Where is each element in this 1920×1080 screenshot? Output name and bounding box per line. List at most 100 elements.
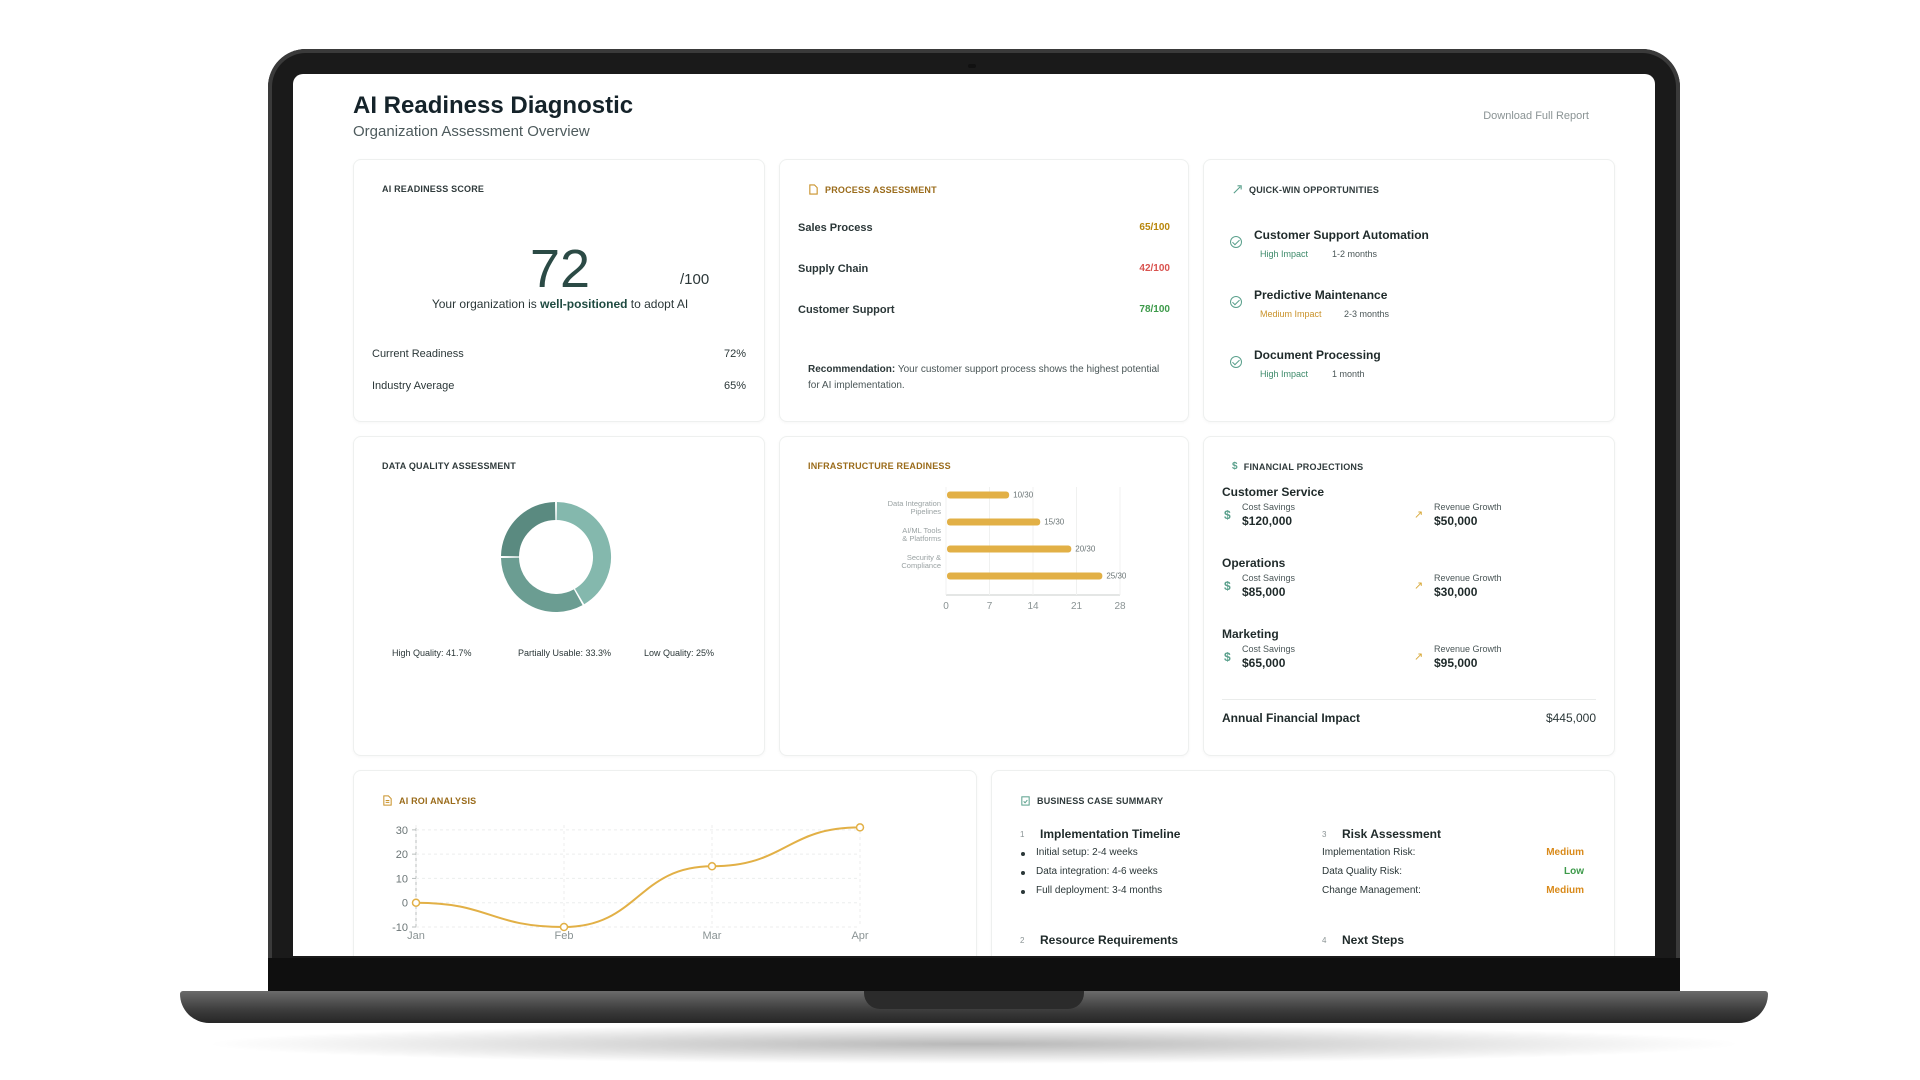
x-tick-label: 14 <box>1027 601 1039 612</box>
download-report-link[interactable]: Download Full Report <box>1483 110 1589 122</box>
laptop-shadow <box>200 1024 1748 1064</box>
data-quality-label: DATA QUALITY ASSESSMENT <box>382 461 516 471</box>
quickwin-time: 1-2 months <box>1332 249 1378 259</box>
donut-slice-high-quality <box>556 502 611 605</box>
rocket-icon <box>1233 185 1242 194</box>
cost-savings-label: Cost Savings <box>1242 502 1296 512</box>
trending-up-icon: ↗ <box>1414 509 1424 521</box>
trending-up-icon: ↗ <box>1414 580 1424 592</box>
bar-data-label: 20/30 <box>1075 545 1096 554</box>
quickwin-title: Predictive Maintenance <box>1254 288 1388 302</box>
risk-label: Change Management: <box>1322 885 1421 896</box>
y-tick-label: -10 <box>392 922 408 934</box>
legend-high-quality: High Quality: 41.7% <box>392 648 472 658</box>
section-number: 2 <box>1020 936 1025 945</box>
bar-data-label: 15/30 <box>1044 518 1065 527</box>
data-quality-title: DATA QUALITY ASSESSMENT <box>382 461 516 471</box>
section-number: 1 <box>1020 830 1025 839</box>
fin-section-title: Marketing <box>1222 627 1279 641</box>
quickwin-title: Document Processing <box>1254 348 1381 362</box>
data-point <box>707 862 717 871</box>
laptop-notch <box>864 991 1084 1009</box>
fin-section-title: Operations <box>1222 556 1286 570</box>
process-card-title: PROCESS ASSESSMENT <box>808 184 937 195</box>
readiness-card: AI READINESS SCORE 72 /100 Your organiza… <box>353 159 765 422</box>
process-value-support: 78/100 <box>1139 304 1170 315</box>
risk-label: Implementation Risk: <box>1322 847 1416 858</box>
quickwin-title: Customer Support Automation <box>1254 228 1429 242</box>
readiness-desc-pre: Your organization is <box>431 297 541 311</box>
screen: AI Readiness Diagnostic Organization Ass… <box>293 74 1655 956</box>
bar <box>947 545 1072 553</box>
divider <box>1222 699 1596 700</box>
data-point <box>559 922 569 932</box>
quickwins-card-title: QUICK-WIN OPPORTUNITIES <box>1232 184 1379 195</box>
infrastructure-label: INFRASTRUCTURE READINESS <box>808 461 951 471</box>
process-value-supply: 42/100 <box>1139 263 1170 274</box>
category-label: Data Integration <box>888 499 941 508</box>
readiness-description: Your organization is well-positioned to … <box>354 297 766 311</box>
process-value-sales: 65/100 <box>1139 222 1170 233</box>
bullet <box>1021 871 1025 875</box>
category-label: Compliance <box>901 561 941 570</box>
bullet <box>1021 890 1025 894</box>
check-circle-icon <box>1230 296 1242 308</box>
recommendation-body: Your customer support process shows the … <box>808 364 1160 391</box>
process-name-support: Customer Support <box>798 304 895 316</box>
roi-title: AI ROI ANALYSIS <box>382 795 476 806</box>
risk-heading: Risk Assessment <box>1342 827 1441 841</box>
dollar-icon: $ <box>1224 579 1231 593</box>
dollar-icon: $ <box>1224 508 1231 522</box>
x-tick-label: 28 <box>1114 601 1126 612</box>
bullet <box>1021 852 1025 856</box>
file-icon <box>383 795 392 806</box>
quickwin-impact: High Impact <box>1260 369 1309 379</box>
x-tick-label: Feb <box>555 930 574 942</box>
cost-savings-label: Cost Savings <box>1242 573 1296 583</box>
timeline-item: Data integration: 4-6 weeks <box>1036 866 1158 877</box>
recommendation-label: Recommendation: <box>808 364 896 375</box>
business-case-label: BUSINESS CASE SUMMARY <box>1037 795 1164 806</box>
infrastructure-bar-chart: 0 7 14 21 28 10/30 15/30 20/30 25/30 Data Integra… <box>888 487 1127 612</box>
document-icon <box>809 184 818 195</box>
financial-card: $ FINANCIAL PROJECTIONS Customer Service… <box>1203 436 1615 756</box>
current-readiness-value: 72% <box>723 348 746 360</box>
y-tick-label: 30 <box>396 825 408 837</box>
bar-data-label: 25/30 <box>1106 572 1127 581</box>
x-tick-label: 0 <box>943 601 949 612</box>
risk-value: Medium <box>1546 847 1584 858</box>
readiness-score: 72 <box>530 239 591 299</box>
revenue-growth-value: $50,000 <box>1434 514 1478 528</box>
financial-title: $ FINANCIAL PROJECTIONS <box>1232 461 1363 472</box>
x-tick-label: Mar <box>703 930 722 942</box>
donut-slice-partially-usable <box>501 557 583 612</box>
revenue-growth-label: Revenue Growth <box>1434 573 1502 583</box>
risk-value: Medium <box>1546 885 1584 896</box>
x-tick-label: 21 <box>1071 601 1083 612</box>
revenue-growth-label: Revenue Growth <box>1434 644 1502 654</box>
quickwins-label: QUICK-WIN OPPORTUNITIES <box>1249 184 1380 195</box>
bar-data-label: 10/30 <box>1013 491 1034 500</box>
readiness-desc-bold: well-positioned <box>540 297 628 311</box>
clipboard-icon <box>1021 796 1030 806</box>
trending-up-icon: ↗ <box>1414 651 1424 663</box>
resources-heading: Resource Requirements <box>1040 933 1179 947</box>
risk-value: Low <box>1564 866 1584 877</box>
annual-impact-value: $445,000 <box>1545 711 1596 725</box>
category-label: & Platforms <box>902 534 941 543</box>
business-case-card: BUSINESS CASE SUMMARY 1 Implementation T… <box>991 770 1615 956</box>
financial-label: FINANCIAL PROJECTIONS <box>1243 461 1364 472</box>
annual-impact-label: Annual Financial Impact <box>1222 711 1361 725</box>
readiness-desc-post: to adopt AI <box>627 297 689 311</box>
risk-label: Data Quality Risk: <box>1322 866 1403 877</box>
quickwin-time: 1 month <box>1332 369 1365 379</box>
infrastructure-card: INFRASTRUCTURE READINESS 0 7 14 21 28 10/30 15… <box>779 436 1189 756</box>
legend-low-quality: Low Quality: 25% <box>644 648 715 658</box>
quickwin-time: 2-3 months <box>1344 309 1390 319</box>
roi-series-line <box>415 826 861 929</box>
readiness-card-title: AI READINESS SCORE <box>382 184 484 194</box>
data-point <box>855 823 865 832</box>
check-circle-icon <box>1230 356 1242 368</box>
y-tick-label: 0 <box>402 898 408 910</box>
